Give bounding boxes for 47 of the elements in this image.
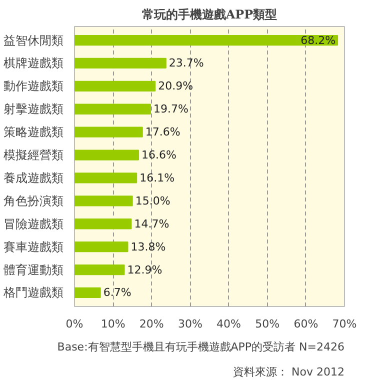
bar bbox=[74, 287, 101, 298]
x-tick-label: 60% bbox=[294, 318, 318, 330]
bar bbox=[74, 104, 151, 114]
y-tick-label: 格鬥遊戲類 bbox=[2, 286, 64, 300]
y-tick-label: 益智休閒類 bbox=[4, 33, 64, 48]
data-label: 14.7% bbox=[134, 217, 170, 230]
data-label: 19.7% bbox=[153, 102, 188, 116]
data-label: 23.7% bbox=[168, 56, 204, 70]
y-tick-label: 棋牌遊戲類 bbox=[4, 56, 64, 70]
data-label: 13.8% bbox=[130, 240, 166, 254]
bar bbox=[74, 242, 128, 252]
data-label: 17.6% bbox=[145, 126, 180, 139]
y-tick-label: 賽車遊戲類 bbox=[4, 240, 64, 254]
x-tick-label: 10% bbox=[100, 318, 126, 330]
y-tick-label: 養成遊戲類 bbox=[4, 170, 64, 185]
y-tick-label: 策略遊戲類 bbox=[4, 125, 64, 140]
bar bbox=[74, 150, 140, 160]
y-tick-label: 冒險遊戲類 bbox=[4, 216, 64, 231]
data-label: 6.7% bbox=[103, 286, 132, 300]
y-tick-label: 動作遊戲類 bbox=[4, 79, 64, 94]
y-tick-label: 角色扮演類 bbox=[4, 194, 64, 208]
chart-title: 常玩的手機遊戲APP類型 bbox=[142, 8, 278, 22]
bar bbox=[74, 34, 338, 46]
bar bbox=[74, 196, 133, 206]
x-tick-label: 30% bbox=[178, 318, 202, 330]
bar bbox=[74, 58, 166, 69]
x-tick-label: 0% bbox=[66, 318, 84, 330]
x-tick-label: 40% bbox=[216, 318, 242, 330]
data-label: 16.1% bbox=[140, 171, 175, 184]
data-label: 12.9% bbox=[127, 263, 162, 276]
bar bbox=[74, 172, 138, 184]
bar bbox=[74, 218, 132, 230]
bar bbox=[74, 80, 156, 92]
y-tick-label: 射擊遊戲類 bbox=[4, 102, 64, 116]
x-tick-label: 20% bbox=[139, 318, 164, 330]
bar bbox=[74, 126, 143, 138]
x-tick-label: 50% bbox=[255, 318, 280, 330]
y-tick-label: 模擬經營類 bbox=[4, 148, 64, 162]
source-note: 資料來源： Nov 2012 bbox=[233, 366, 345, 378]
data-label: 16.6% bbox=[142, 148, 176, 162]
x-tick-label: 70% bbox=[332, 318, 357, 330]
bar bbox=[74, 264, 125, 276]
data-label: 20.9% bbox=[158, 80, 194, 93]
y-tick-label: 體育運動類 bbox=[4, 262, 64, 277]
text: Base:有智慧型手機且有玩手機遊戲APP的受訪者 N=2426 bbox=[57, 340, 345, 354]
data-label: 15.0% bbox=[135, 194, 170, 208]
data-label: 68.2% bbox=[300, 34, 336, 47]
